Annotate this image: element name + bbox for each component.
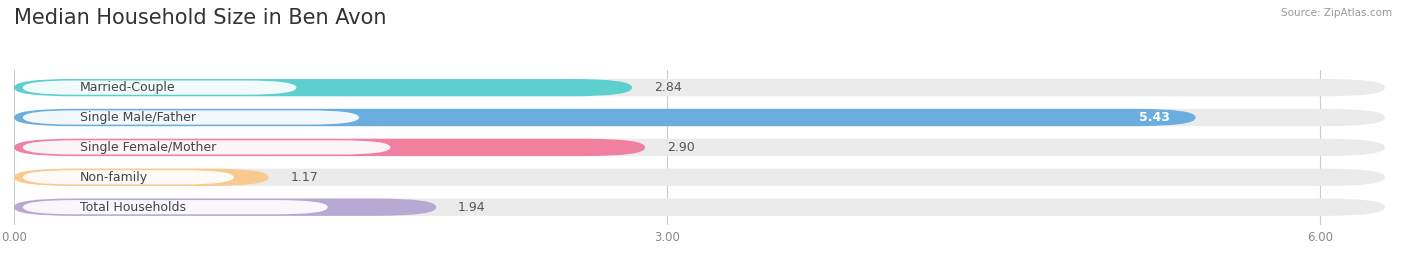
Text: Non-family: Non-family <box>80 171 148 184</box>
FancyBboxPatch shape <box>14 139 645 156</box>
FancyBboxPatch shape <box>22 200 328 214</box>
Text: Source: ZipAtlas.com: Source: ZipAtlas.com <box>1281 8 1392 18</box>
Text: 2.90: 2.90 <box>666 141 695 154</box>
FancyBboxPatch shape <box>14 109 1385 126</box>
FancyBboxPatch shape <box>14 169 1385 186</box>
FancyBboxPatch shape <box>14 139 1385 156</box>
Text: Single Female/Mother: Single Female/Mother <box>80 141 217 154</box>
Text: 1.17: 1.17 <box>291 171 318 184</box>
FancyBboxPatch shape <box>22 170 233 184</box>
Text: Total Households: Total Households <box>80 201 186 214</box>
FancyBboxPatch shape <box>22 110 359 125</box>
Text: Married-Couple: Married-Couple <box>80 81 176 94</box>
Text: Median Household Size in Ben Avon: Median Household Size in Ben Avon <box>14 8 387 28</box>
Text: 1.94: 1.94 <box>458 201 485 214</box>
Text: 5.43: 5.43 <box>1139 111 1170 124</box>
FancyBboxPatch shape <box>22 140 391 155</box>
FancyBboxPatch shape <box>14 199 1385 216</box>
FancyBboxPatch shape <box>14 79 1385 96</box>
FancyBboxPatch shape <box>14 79 633 96</box>
FancyBboxPatch shape <box>14 199 436 216</box>
Text: Single Male/Father: Single Male/Father <box>80 111 195 124</box>
FancyBboxPatch shape <box>14 109 1195 126</box>
Text: 2.84: 2.84 <box>654 81 682 94</box>
FancyBboxPatch shape <box>22 80 297 95</box>
FancyBboxPatch shape <box>14 169 269 186</box>
